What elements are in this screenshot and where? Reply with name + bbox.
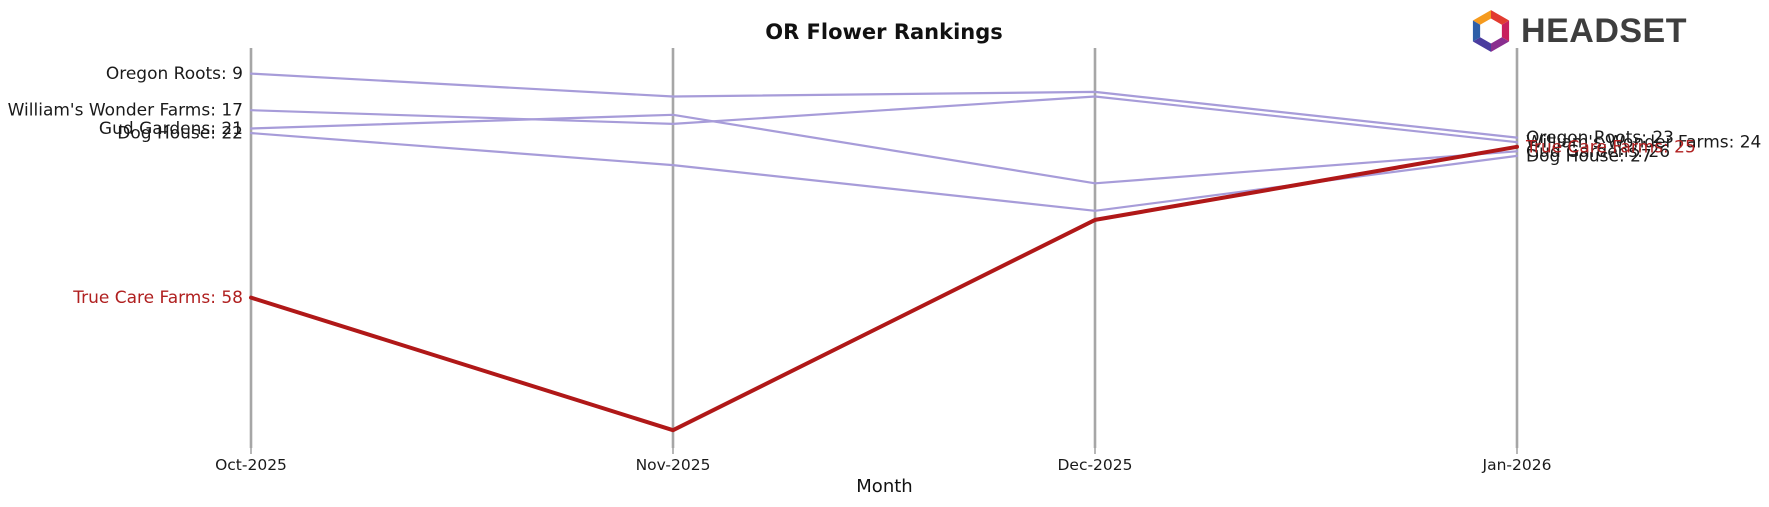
chart-title: OR Flower Rankings (765, 20, 1003, 44)
series-right-label-true-care-farms: True Care Farms: 25 (1525, 137, 1696, 157)
series-left-label-true-care-farms: True Care Farms: 58 (72, 288, 243, 308)
series-left-label-william-s-wonder-farms: William's Wonder Farms: 17 (8, 101, 243, 121)
series-line-dog-house (249, 132, 1519, 212)
series-left-label-oregon-roots: Oregon Roots: 9 (106, 64, 243, 84)
series-line-oregon-roots (249, 72, 1519, 139)
tick-label-jan-2026: Jan-2026 (1482, 456, 1552, 474)
headset-logo-text: HEADSET (1521, 11, 1687, 50)
logo-segment (1491, 37, 1510, 52)
headset-hexagon-icon (1472, 10, 1510, 52)
logo-segment (1472, 20, 1481, 42)
series-right-label-gud-gardens: Gud Gardens: 26 (1526, 142, 1670, 162)
logo-segment (1472, 37, 1492, 52)
series-right-label-oregon-roots: Oregon Roots: 23 (1526, 128, 1674, 148)
logo-segment (1491, 10, 1510, 25)
series-line-gud-gardens (249, 113, 1519, 185)
series-left-label-dog-house: Dog House: 22 (117, 124, 243, 144)
series-line-true-care-farms (249, 144, 1519, 433)
series-right-label-william-s-wonder-farms: William's Wonder Farms: 24 (1526, 133, 1761, 153)
logo-segment (1472, 10, 1492, 25)
logo-segment (1501, 20, 1510, 42)
tick-label-nov-2025: Nov-2025 (636, 456, 711, 474)
tick-label-dec-2025: Dec-2025 (1057, 456, 1132, 474)
x-axis-label: Month (856, 476, 913, 497)
headset-logo: HEADSET (1470, 8, 1687, 54)
series-left-label-gud-gardens: Gud Gardens: 21 (99, 119, 243, 139)
series-right-label-dog-house: Dog House: 27 (1526, 146, 1652, 166)
tick-label-oct-2025: Oct-2025 (215, 456, 287, 474)
series-line-william-s-wonder-farms (249, 95, 1519, 144)
